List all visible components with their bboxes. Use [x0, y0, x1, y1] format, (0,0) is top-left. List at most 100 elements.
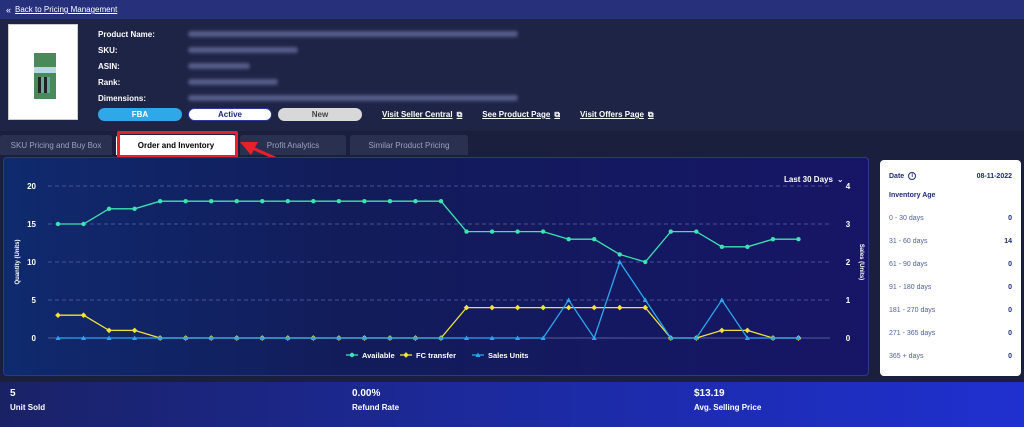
data-point [208, 335, 214, 340]
back-link[interactable]: Back to Pricing Management [15, 5, 118, 14]
legend-marker [403, 352, 409, 358]
product-image [8, 24, 78, 120]
data-point [565, 304, 572, 311]
data-point [744, 327, 751, 334]
data-point [55, 312, 61, 319]
data-point [617, 259, 623, 264]
tab-sku-pricing[interactable]: SKU Pricing and Buy Box [0, 135, 112, 155]
data-point [643, 259, 648, 265]
data-point [770, 335, 776, 340]
data-point [55, 335, 61, 340]
data-point [132, 335, 138, 340]
date-value: 08-11-2022 [976, 172, 1012, 180]
data-point [336, 335, 342, 340]
stat-units-sold: 5 Unit Sold [10, 388, 46, 412]
data-point [311, 199, 316, 204]
data-point [566, 237, 571, 242]
data-point [489, 304, 495, 311]
inventory-age-row: 271 - 365 days 0 [889, 330, 1012, 337]
tab-bar: SKU Pricing and Buy Box Order and Invent… [0, 135, 472, 155]
data-point [106, 206, 112, 211]
redacted-value [188, 95, 518, 101]
data-point [81, 335, 87, 340]
y2-tick-label: 1 [846, 296, 851, 305]
fba-badge: FBA [98, 108, 182, 121]
stat-refund-rate: 0.00% Refund Rate [352, 388, 400, 412]
external-link-icon: ⧉ [456, 109, 463, 119]
stat-avg-price: $13.19 Avg. Selling Price [694, 388, 762, 412]
see-product-page-link[interactable]: See Product Page ⧉ [482, 109, 561, 120]
y-tick-label: 15 [27, 220, 36, 229]
inventory-age-row: 365 + days 0 [889, 353, 1012, 360]
data-point [642, 297, 648, 302]
data-point [489, 229, 495, 234]
inventory-age-row: 181 - 270 days 0 [889, 307, 1012, 314]
order-inventory-chart: 0 5 10 15 20 0 1 2 3 4 Quantity (Units) Sales (Unit… [15, 182, 864, 360]
data-point [81, 221, 86, 227]
data-point [540, 304, 546, 311]
data-point [106, 335, 112, 340]
top-bar: « Back to Pricing Management [0, 0, 1024, 19]
data-point [642, 304, 649, 311]
data-point [234, 335, 240, 340]
tab-order-inventory[interactable]: Order and Inventory [116, 135, 236, 155]
legend-marker [475, 352, 481, 357]
inventory-age-card: Date i 08-11-2022 Inventory Age 0 - 30 da… [880, 160, 1021, 376]
data-point [132, 206, 137, 211]
y2-tick-label: 0 [846, 334, 851, 343]
double-chevron-left-icon: « [6, 4, 12, 15]
visit-seller-central-link[interactable]: Visit Seller Central ⧉ [382, 109, 463, 120]
data-point [285, 199, 290, 204]
redacted-value [188, 79, 278, 85]
series-line-1 [58, 306, 799, 339]
data-point [464, 335, 470, 340]
data-point [336, 199, 342, 204]
redacted-value [188, 63, 250, 69]
data-point [310, 335, 316, 340]
data-point [668, 229, 673, 234]
rank-field: Rank: [98, 74, 518, 90]
data-point [744, 335, 750, 340]
external-link-icon: ⧉ [554, 109, 561, 119]
data-point [464, 229, 469, 234]
y-axis-label: Quantity (Units) [15, 240, 21, 285]
inventory-age-row: 91 - 180 days 0 [889, 284, 1012, 291]
redacted-value [188, 47, 298, 53]
product-name-field: Product Name: [98, 26, 518, 42]
data-point [540, 229, 546, 234]
data-point [260, 199, 265, 204]
stats-footer: 5 Unit Sold 0.00% Refund Rate $13.19 Avg… [0, 382, 1024, 427]
data-point [183, 335, 189, 340]
y-tick-label: 20 [27, 182, 36, 191]
data-point [616, 304, 623, 311]
data-point [770, 237, 776, 242]
info-icon[interactable]: i [908, 172, 917, 180]
data-point [693, 335, 699, 340]
sku-field: SKU: [98, 42, 518, 58]
product-fields: Product Name: SKU: ASIN: Rank: Dimension… [98, 26, 518, 106]
asin-field: ASIN: [98, 58, 518, 74]
external-link-icon: ⧉ [647, 109, 654, 119]
data-point [438, 199, 444, 204]
data-point [131, 327, 138, 334]
data-point [387, 335, 393, 340]
legend-label: Sales Units [488, 351, 528, 360]
legend-label: FC transfer [416, 351, 456, 360]
tab-profit-analytics[interactable]: Profit Analytics [240, 135, 346, 155]
tab-similar-pricing[interactable]: Similar Product Pricing [350, 135, 468, 155]
redacted-value [188, 31, 518, 37]
new-badge: New [278, 108, 362, 121]
data-point [719, 244, 725, 249]
y-tick-label: 0 [32, 334, 37, 343]
visit-offers-page-link[interactable]: Visit Offers Page ⧉ [580, 109, 654, 120]
data-point [592, 237, 597, 242]
range-dropdown[interactable]: Last 30 Days ⌄ [784, 175, 844, 184]
data-point [80, 312, 87, 319]
data-point [157, 335, 163, 340]
y2-axis-label: Sales (Units) [858, 244, 864, 280]
data-point [719, 297, 725, 302]
badge-row: FBA Active New Visit Seller Central ⧉ See… [98, 108, 654, 121]
data-point [183, 199, 188, 204]
y2-tick-label: 2 [846, 258, 851, 267]
data-point [515, 335, 521, 340]
